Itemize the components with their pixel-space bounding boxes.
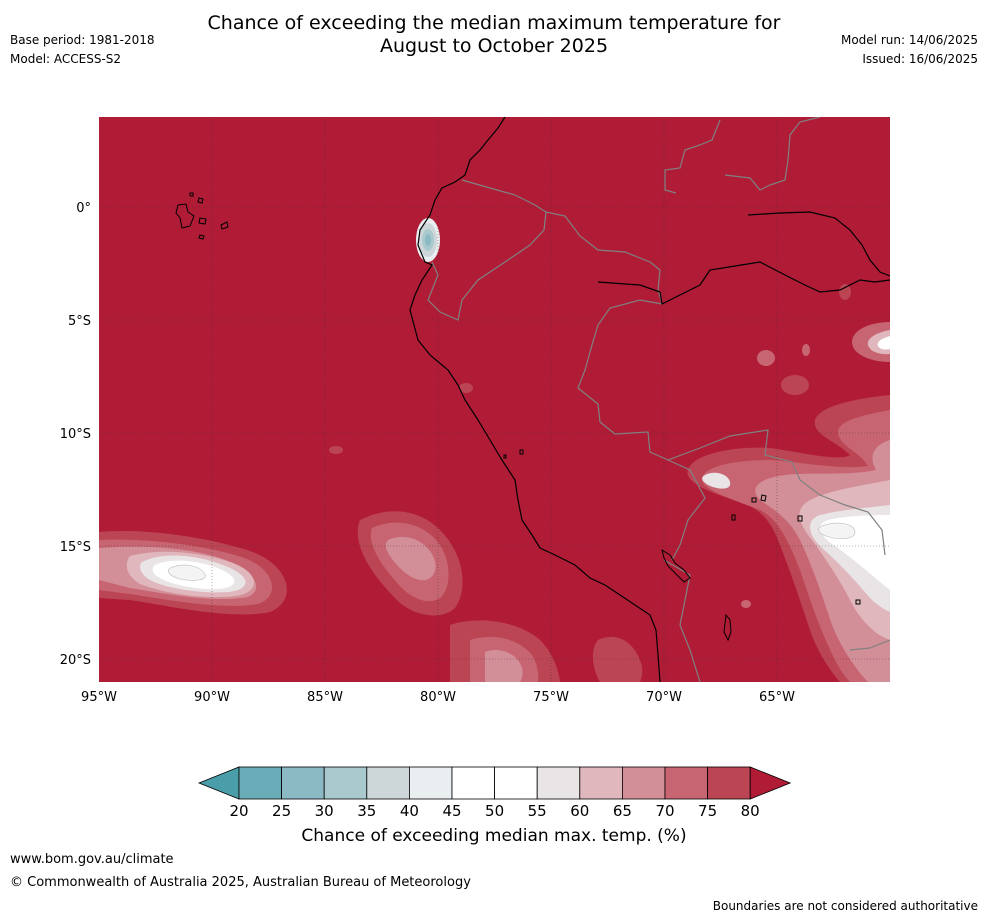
lon-label-85w: 85°W [307, 690, 343, 705]
model-name: Model: ACCESS-S2 [10, 52, 122, 66]
colorbar-tick-label: 35 [357, 802, 376, 820]
model-run: Model run: 14/06/2025 [840, 33, 978, 47]
colorbar-tick-label: 30 [315, 802, 334, 820]
colorbar-tick-label: 25 [272, 802, 291, 820]
colorbar-tick-label: 65 [613, 802, 632, 820]
colorbar-box [494, 766, 538, 800]
longitude-labels: 95°W 90°W 85°W 80°W 75°W 70°W 65°W [81, 690, 795, 705]
anomaly-southwest [99, 530, 287, 615]
base-period: Base period: 1981-2018 [10, 33, 155, 47]
colorbar-tick-label: 60 [570, 802, 589, 820]
issued-date: Issued: 16/06/2025 [862, 52, 978, 66]
latitude-labels: 0° 5°S 10°S 15°S 20°S [60, 201, 91, 668]
lon-label-75w: 75°W [533, 690, 569, 705]
colorbar: 20 25 30 35 40 45 50 55 60 65 70 75 80 [197, 766, 792, 820]
colorbar-tick-label: 70 [655, 802, 674, 820]
colorbar-box [451, 766, 495, 800]
anomaly-ecuador [416, 218, 440, 262]
lat-label-10s: 10°S [60, 427, 91, 442]
galapagos-islands [175, 192, 229, 240]
graticule [99, 117, 890, 682]
lat-label-5s: 5°S [68, 314, 91, 329]
colorbar-tick-label: 80 [741, 802, 760, 820]
country-borders [427, 117, 890, 682]
colorbar-tick-label: 75 [698, 802, 717, 820]
lat-label-15s: 15°S [60, 540, 91, 555]
chart-title: Chance of exceeding the median maximum t… [0, 12, 988, 58]
colorbar-tick-label: 55 [528, 802, 547, 820]
colorbar-tick-label: 40 [400, 802, 419, 820]
colorbar-box [664, 766, 708, 800]
colorbar-label: Chance of exceeding median max. temp. (%… [301, 826, 687, 846]
colorbar-arrow-high [749, 766, 792, 800]
lakes [503, 449, 861, 642]
lon-label-65w: 65°W [759, 690, 795, 705]
colorbar-tick-label: 50 [485, 802, 504, 820]
colorbar-tick-label: 20 [229, 802, 248, 820]
title-line-1: Chance of exceeding the median maximum t… [207, 12, 781, 34]
map-contours [99, 117, 890, 682]
meta-right: Model run: 14/06/2025 Issued: 16/06/2025 [841, 31, 978, 69]
colorbar-box [366, 766, 410, 800]
anomaly-south [450, 620, 643, 682]
meta-left: Base period: 1981-2018 Model: ACCESS-S2 [10, 31, 155, 69]
lat-label-20s: 20°S [60, 653, 91, 668]
lon-label-95w: 95°W [81, 690, 117, 705]
colorbar-box [281, 766, 325, 800]
anomaly-central-south [357, 511, 463, 616]
colorbar-box [238, 766, 282, 800]
footer-copyright: © Commonwealth of Australia 2025, Austra… [10, 875, 471, 890]
lon-label-90w: 90°W [194, 690, 230, 705]
lon-label-70w: 70°W [646, 690, 682, 705]
coastlines [409, 117, 890, 682]
colorbar-box [707, 766, 751, 800]
footer-url: www.bom.gov.au/climate [10, 852, 174, 867]
colorbar-tick-label: 45 [442, 802, 461, 820]
footer-note: Boundaries are not considered authoritat… [712, 899, 978, 913]
lat-label-0: 0° [76, 201, 91, 216]
colorbar-box [536, 766, 581, 800]
colorbar-box [323, 766, 368, 800]
lon-label-80w: 80°W [420, 690, 456, 705]
colorbar-box [579, 766, 623, 800]
colorbar-arrow-low [197, 766, 240, 800]
colorbar-box [622, 766, 666, 800]
colorbar-box [408, 766, 453, 800]
title-line-2: August to October 2025 [379, 35, 609, 57]
